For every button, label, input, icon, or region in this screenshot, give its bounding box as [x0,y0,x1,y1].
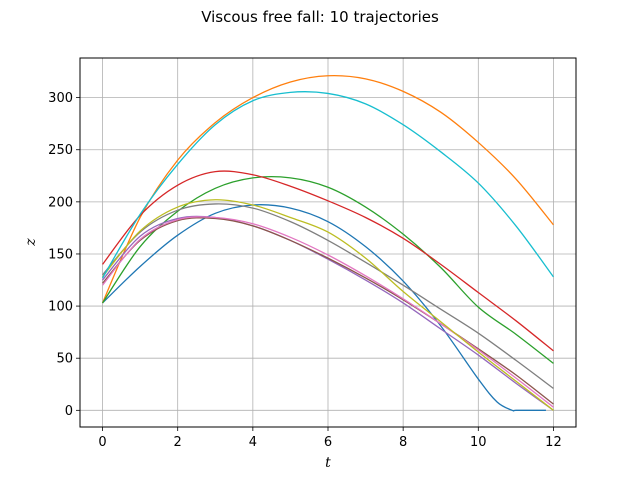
x-tick-label: 8 [399,435,407,450]
x-tick-label: 4 [249,435,257,450]
y-tick-label: 0 [65,404,73,419]
series-line-7 [102,216,554,408]
series-group [101,74,554,412]
y-tick-label: 100 [48,300,73,315]
x-tick-label: 0 [98,435,106,450]
x-axis-label: t [325,455,331,471]
x-tick-label: 2 [174,435,182,450]
y-tick-label: 150 [48,247,73,262]
series-line-8 [102,203,554,389]
y-tick-label: 300 [48,91,73,106]
grid [80,58,576,427]
series-line-2 [101,74,554,304]
series-line-4 [102,170,554,352]
series-line-1 [102,204,546,412]
y-tick-label: 200 [48,195,73,210]
chart-title: Viscous free fall: 10 trajectories [201,8,439,26]
series-line-5 [102,215,554,411]
series-line-10 [101,91,554,279]
y-tick-label: 50 [56,352,73,367]
y-axis-label: z [23,238,39,247]
series-line-6 [102,217,554,405]
y-tick-label: 250 [48,143,73,158]
series-line-9 [102,199,554,411]
x-axis: 0 2 4 6 8 10 12 [98,427,562,450]
x-tick-label: 6 [324,435,332,450]
series-line-3 [102,175,554,364]
x-tick-label: 10 [470,435,487,450]
x-tick-label: 12 [545,435,562,450]
y-axis: 0 50 100 150 200 250 300 [48,91,80,419]
